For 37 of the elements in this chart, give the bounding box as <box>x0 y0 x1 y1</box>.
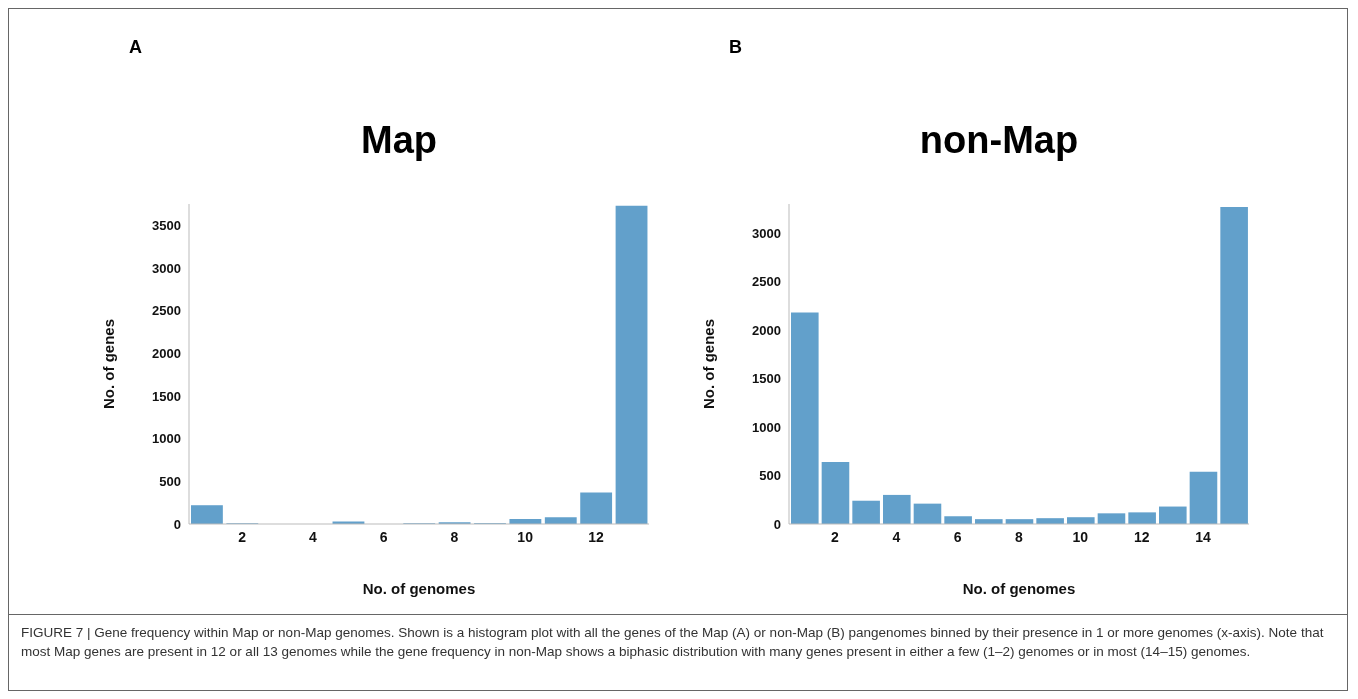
y-axis-title: No. of genes <box>100 318 118 410</box>
y-tick-label: 500 <box>159 473 181 489</box>
y-axis-title: No. of genes <box>700 318 718 410</box>
text: A <box>129 37 142 58</box>
x-tick-label: 6 <box>953 528 962 545</box>
chart-title: Map <box>360 119 438 162</box>
y-tick-label: 1500 <box>152 388 181 404</box>
x-axis-title: No. of genomes <box>962 580 1076 597</box>
y-tick-label: 500 <box>759 468 781 484</box>
x-tick-label: 10 <box>517 528 534 545</box>
y-tick-label: 0 <box>173 516 181 532</box>
x-tick-label: 8 <box>1015 528 1024 545</box>
y-tick-label: 2000 <box>152 345 181 361</box>
x-tick-label: 10 <box>1072 528 1089 545</box>
y-tick-label: 2000 <box>752 322 781 338</box>
y-tick-label: 1000 <box>752 419 781 435</box>
x-tick-label: 14 <box>1195 528 1211 545</box>
y-tick-label: 3000 <box>152 260 181 276</box>
x-tick-label: 8 <box>450 528 459 545</box>
x-tick-label: 4 <box>308 528 317 545</box>
y-tick-label: 3000 <box>752 225 781 241</box>
y-tick-label: 2500 <box>752 274 781 290</box>
y-tick-label: 3500 <box>152 217 181 233</box>
x-tick-label: 12 <box>588 528 604 545</box>
y-tick-label: 1000 <box>152 431 181 447</box>
x-axis-title: No. of genomes <box>362 580 476 597</box>
x-tick-label: 2 <box>831 528 840 545</box>
caption: FIGURE 7 | Gene frequency within Map or non-Map genomes. Shown is a histogram plot with all the genes of the Map (A) or non-Map (B) pangenomes binned by their presence in 1 or more genomes (x-axis). Note that most Map genes are present in 12 or all 13 genomes while the gene frequency in non-Map shows a biphasic distribution with many genes present in either a few (1–2) genomes or in most (14–15) genomes. <box>9 614 1347 669</box>
x-tick-label: 4 <box>892 528 901 545</box>
y-tick-label: 1500 <box>752 371 781 387</box>
chart-title: non-Map <box>918 119 1080 162</box>
y-tick-label: 2500 <box>152 303 181 319</box>
y-tick-label: 0 <box>773 516 781 532</box>
x-tick-label: 12 <box>1133 528 1150 545</box>
text: B <box>729 37 742 58</box>
x-tick-label: 6 <box>379 528 388 545</box>
x-tick-label: 2 <box>238 528 247 545</box>
